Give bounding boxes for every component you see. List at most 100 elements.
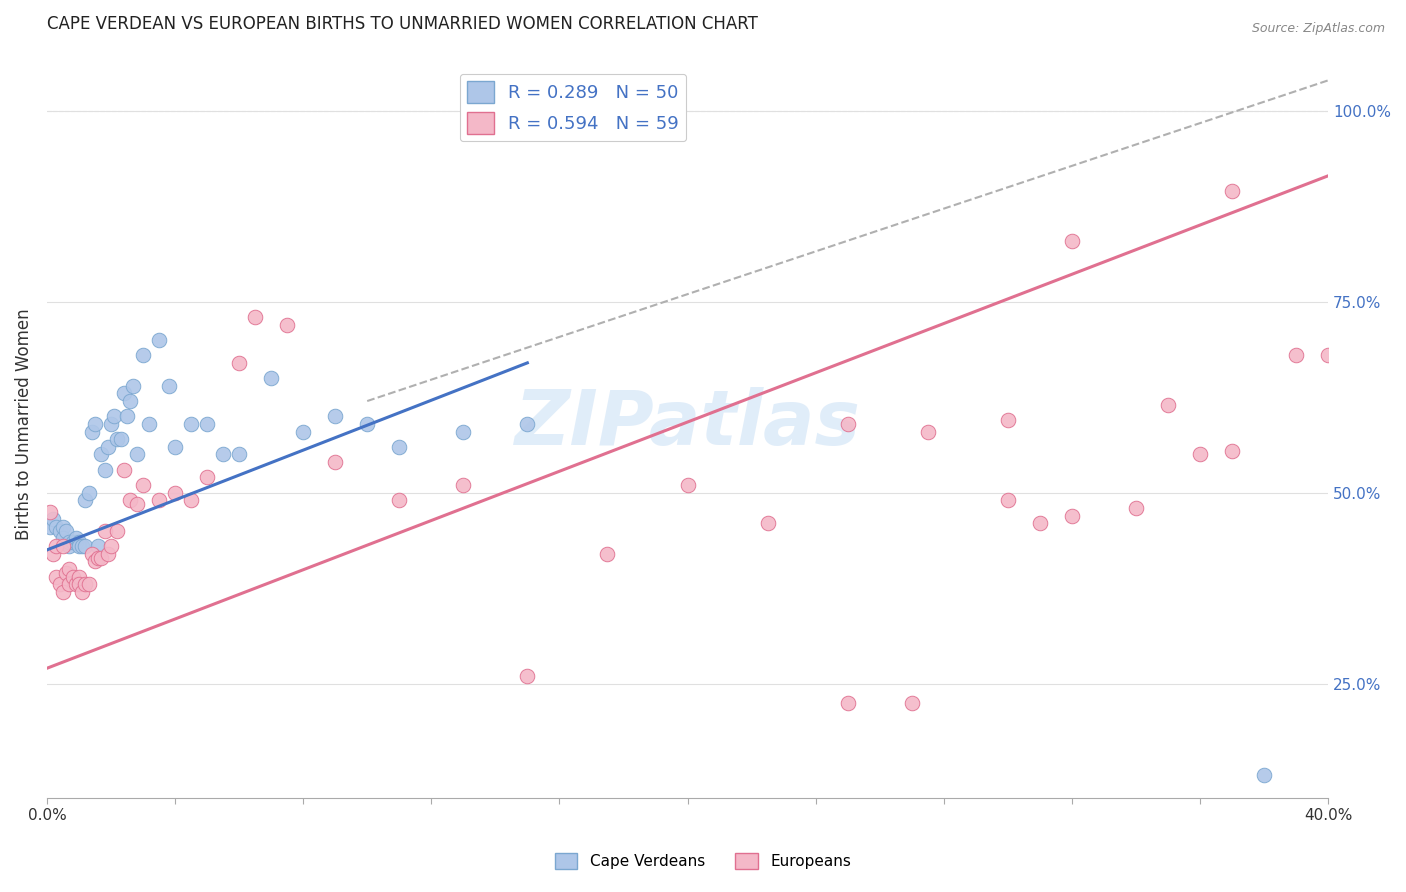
Point — [132, 478, 155, 492]
Point — [163, 440, 186, 454]
Legend: R = 0.289   N = 50, R = 0.594   N = 59: R = 0.289 N = 50, R = 0.594 N = 59 — [460, 74, 686, 141]
Point — [58, 535, 80, 549]
Point — [105, 524, 128, 538]
Point — [453, 425, 475, 439]
Point — [42, 547, 65, 561]
Point — [75, 539, 97, 553]
Point — [323, 409, 346, 424]
Point — [90, 550, 112, 565]
Point — [1285, 348, 1308, 362]
Point — [120, 394, 142, 409]
Point — [148, 333, 170, 347]
Point — [45, 569, 67, 583]
Point — [1317, 348, 1340, 362]
Point — [80, 547, 103, 561]
Point — [65, 577, 87, 591]
Point — [67, 535, 90, 549]
Point — [52, 585, 75, 599]
Point — [276, 318, 298, 332]
Legend: Cape Verdeans, Europeans: Cape Verdeans, Europeans — [548, 847, 858, 875]
Point — [125, 448, 148, 462]
Point — [48, 524, 70, 538]
Point — [65, 532, 87, 546]
Point — [917, 425, 939, 439]
Point — [77, 577, 100, 591]
Point — [120, 493, 142, 508]
Point — [516, 669, 538, 683]
Point — [228, 356, 250, 370]
Point — [516, 417, 538, 431]
Point — [45, 520, 67, 534]
Point — [93, 463, 115, 477]
Point — [1060, 508, 1083, 523]
Point — [1220, 184, 1243, 198]
Point — [195, 417, 218, 431]
Point — [243, 310, 266, 324]
Point — [48, 577, 70, 591]
Point — [157, 378, 180, 392]
Point — [70, 585, 93, 599]
Point — [1125, 500, 1147, 515]
Point — [65, 535, 87, 549]
Point — [1188, 448, 1211, 462]
Point — [1157, 398, 1180, 412]
Point — [39, 505, 62, 519]
Text: CAPE VERDEAN VS EUROPEAN BIRTHS TO UNMARRIED WOMEN CORRELATION CHART: CAPE VERDEAN VS EUROPEAN BIRTHS TO UNMAR… — [46, 15, 758, 33]
Point — [1220, 443, 1243, 458]
Point — [39, 520, 62, 534]
Point — [900, 696, 922, 710]
Point — [52, 520, 75, 534]
Point — [58, 539, 80, 553]
Point — [77, 485, 100, 500]
Point — [52, 532, 75, 546]
Point — [62, 535, 84, 549]
Point — [67, 539, 90, 553]
Point — [1060, 234, 1083, 248]
Point — [195, 470, 218, 484]
Point — [125, 497, 148, 511]
Point — [388, 493, 411, 508]
Point — [997, 493, 1019, 508]
Point — [148, 493, 170, 508]
Point — [100, 417, 122, 431]
Point — [115, 409, 138, 424]
Point — [676, 478, 699, 492]
Point — [52, 539, 75, 553]
Point — [110, 432, 132, 446]
Point — [87, 539, 110, 553]
Point — [97, 440, 120, 454]
Point — [323, 455, 346, 469]
Point — [212, 448, 235, 462]
Point — [163, 485, 186, 500]
Y-axis label: Births to Unmarried Women: Births to Unmarried Women — [15, 308, 32, 540]
Point — [42, 512, 65, 526]
Point — [596, 547, 619, 561]
Point — [1029, 516, 1052, 531]
Point — [67, 569, 90, 583]
Point — [45, 539, 67, 553]
Point — [453, 478, 475, 492]
Point — [100, 539, 122, 553]
Point — [62, 569, 84, 583]
Point — [55, 524, 77, 538]
Point — [292, 425, 315, 439]
Point — [837, 417, 859, 431]
Point — [356, 417, 378, 431]
Point — [138, 417, 160, 431]
Point — [84, 417, 107, 431]
Point — [87, 550, 110, 565]
Point — [997, 413, 1019, 427]
Point — [388, 440, 411, 454]
Point — [1253, 768, 1275, 782]
Point — [260, 371, 283, 385]
Point — [58, 577, 80, 591]
Point — [180, 493, 202, 508]
Point — [58, 562, 80, 576]
Point — [55, 566, 77, 580]
Point — [70, 539, 93, 553]
Point — [112, 386, 135, 401]
Point — [228, 448, 250, 462]
Point — [756, 516, 779, 531]
Point — [93, 524, 115, 538]
Point — [67, 577, 90, 591]
